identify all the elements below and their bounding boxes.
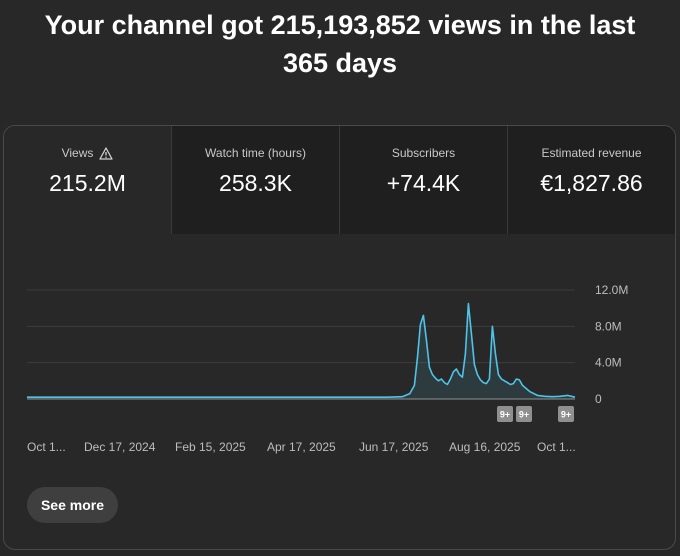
see-more-button[interactable]: See more bbox=[27, 487, 118, 523]
headline: Your channel got 215,193,852 views in th… bbox=[0, 6, 680, 82]
tab-subscribers-label: Subscribers bbox=[391, 146, 456, 160]
tab-views-label: Views bbox=[61, 146, 94, 160]
tab-estimated-revenue-value: €1,827.86 bbox=[540, 170, 643, 196]
tab-views[interactable]: Views 215.2M bbox=[4, 126, 171, 234]
metrics-card: Views 215.2M Watch time (hours) 258.3K S… bbox=[3, 125, 676, 550]
warning-icon[interactable] bbox=[99, 146, 114, 160]
tab-subscribers-value: +74.4K bbox=[386, 170, 461, 196]
headline-line-2: 365 days bbox=[282, 48, 398, 78]
tab-estimated-revenue[interactable]: Estimated revenue €1,827.86 bbox=[507, 126, 675, 234]
tab-estimated-revenue-label: Estimated revenue bbox=[541, 146, 642, 160]
tab-subscribers[interactable]: Subscribers +74.4K bbox=[339, 126, 507, 234]
tab-watch-time-label: Watch time (hours) bbox=[205, 146, 306, 160]
metric-tabs: Views 215.2M Watch time (hours) 258.3K S… bbox=[4, 126, 675, 234]
tab-watch-time-value: 258.3K bbox=[219, 170, 292, 196]
headline-line-1: Your channel got 215,193,852 views in th… bbox=[44, 10, 636, 40]
tab-views-value: 215.2M bbox=[49, 170, 126, 196]
tab-watch-time[interactable]: Watch time (hours) 258.3K bbox=[171, 126, 339, 234]
